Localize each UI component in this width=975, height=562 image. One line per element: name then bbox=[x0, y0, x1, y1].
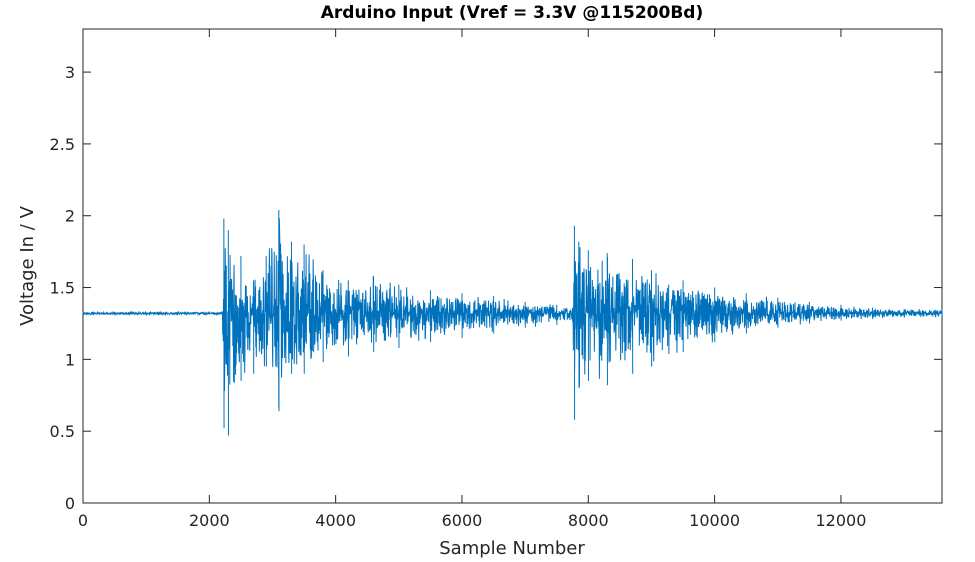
y-tick-label: 1 bbox=[65, 350, 75, 369]
x-tick-label: 4000 bbox=[315, 511, 356, 530]
x-tick-label: 0 bbox=[78, 511, 88, 530]
axes-box bbox=[82, 28, 943, 504]
y-tick-label: 0.5 bbox=[50, 422, 75, 441]
axis-ticks: 0 2000 4000 6000 8000 10000 12000 0 0.5 1 1.5 2 2.5 3 bbox=[50, 29, 942, 530]
y-tick-label: 0 bbox=[65, 494, 75, 513]
y-tick-label: 2 bbox=[65, 207, 75, 226]
plot-area bbox=[82, 28, 943, 504]
x-tick-label: 6000 bbox=[442, 511, 483, 530]
x-tick-label: 10000 bbox=[689, 511, 740, 530]
y-tick-label: 1.5 bbox=[50, 279, 75, 298]
y-tick-label: 3 bbox=[65, 63, 75, 82]
x-tick-label: 2000 bbox=[189, 511, 230, 530]
x-axis-label: Sample Number bbox=[439, 538, 585, 559]
y-axis-label: Voltage In / V bbox=[17, 205, 38, 325]
x-tick-label: 12000 bbox=[815, 511, 866, 530]
y-tick-label: 2.5 bbox=[50, 135, 75, 154]
x-tick-label: 8000 bbox=[568, 511, 609, 530]
chart-title: Arduino Input (Vref = 3.3V @115200Bd) bbox=[321, 3, 703, 23]
series-line bbox=[82, 209, 943, 436]
